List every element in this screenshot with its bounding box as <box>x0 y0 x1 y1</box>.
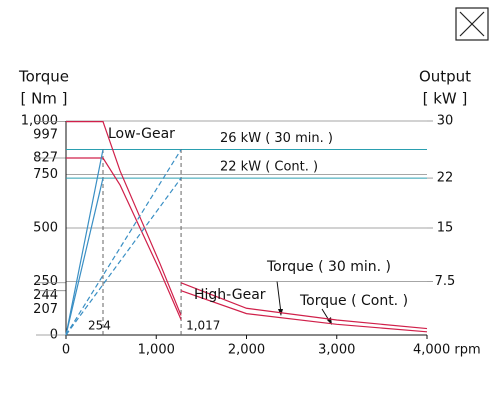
y2-unit: [ kW ] <box>423 90 468 108</box>
annotation: High-Gear <box>194 287 266 303</box>
x-tick-label: 0 <box>62 343 70 358</box>
close-x[interactable] <box>459 11 485 37</box>
reference-label: 26 kW ( 30 min. ) <box>220 131 333 146</box>
marker-label: 254 <box>88 319 111 333</box>
y2-tick-label: 15 <box>437 221 454 236</box>
y-tick-label: 997 <box>33 128 58 143</box>
x-tick-label: 2,000 <box>228 343 265 358</box>
annotation: Torque ( Cont. ) <box>299 293 408 309</box>
y-tick-label: 244 <box>33 288 58 303</box>
y2-tick-label: 30 <box>437 114 454 129</box>
series-line <box>65 177 182 336</box>
y-unit: [ Nm ] <box>20 90 67 108</box>
y-title: Torque <box>18 68 69 86</box>
y-tick-label: 750 <box>33 167 58 182</box>
reference-label: 22 kW ( Cont. ) <box>220 160 318 175</box>
y2-tick-label: 22 <box>437 171 454 186</box>
x-tick-label: 3,000 <box>318 343 355 358</box>
y2-title: Output <box>419 68 471 86</box>
y-tick-label: 207 <box>33 302 58 317</box>
series-line <box>65 177 104 336</box>
arrow <box>276 280 282 314</box>
close-button[interactable] <box>455 7 489 41</box>
x-tick-label: 1,000 <box>138 343 175 358</box>
marker-label: 1,017 <box>186 319 220 333</box>
y-tick-label: 250 <box>33 274 58 289</box>
y2-tick-label: 7.5 <box>435 274 456 289</box>
series-line <box>66 121 182 316</box>
annotation: Torque ( 30 min. ) <box>266 259 391 275</box>
series-line <box>66 157 182 320</box>
series-line <box>65 149 104 336</box>
y-tick-label: 1,000 <box>21 114 58 129</box>
series-line <box>180 282 428 330</box>
y-tick-label: 500 <box>33 221 58 236</box>
annotation: Low-Gear <box>108 126 175 142</box>
series-line <box>180 290 428 333</box>
series-line <box>65 149 182 336</box>
x-tick-label: 4,000 rpm <box>413 343 481 358</box>
